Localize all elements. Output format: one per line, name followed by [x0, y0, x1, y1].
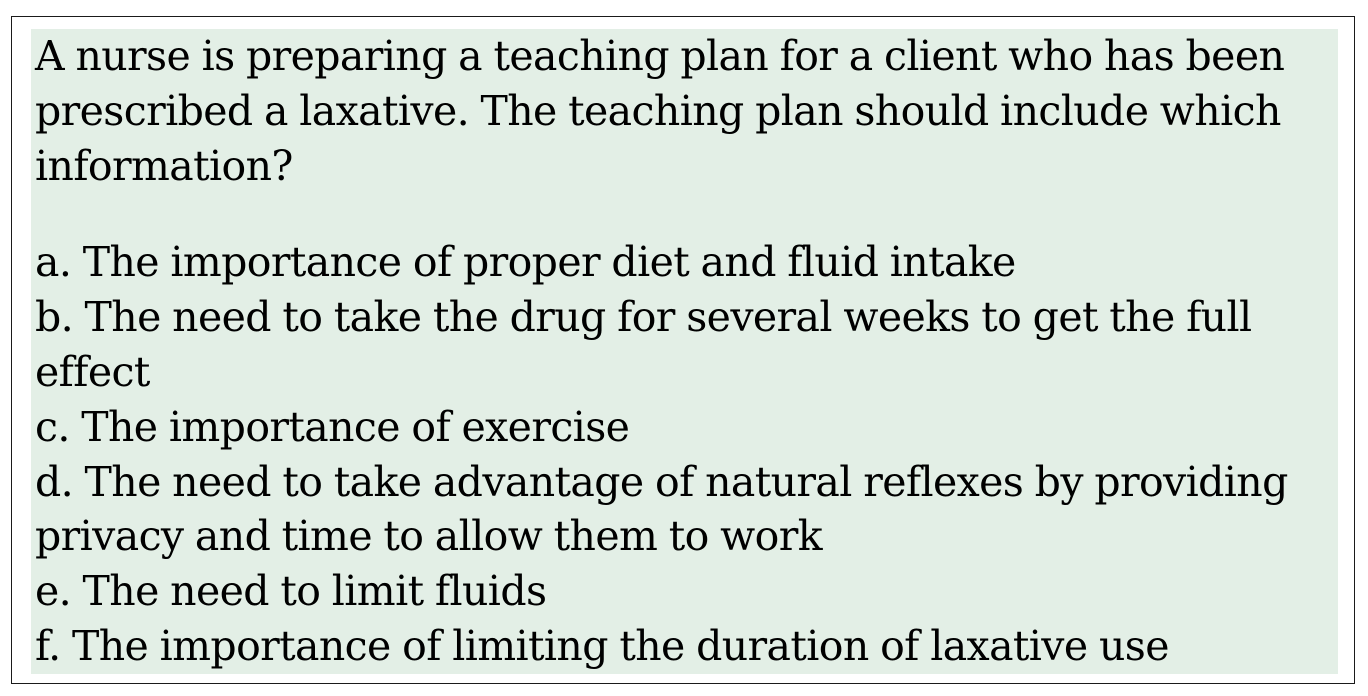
option-b: b. The need to take the drug for several…	[35, 290, 1335, 400]
option-line: d. The need to take advantage of natural…	[35, 455, 1335, 510]
question-line: A nurse is preparing a teaching plan for…	[35, 29, 1335, 84]
option-e: e. The need to limit fluids	[35, 564, 1335, 619]
option-line: a. The importance of proper diet and flu…	[35, 235, 1335, 290]
option-f: f. The importance of limiting the durati…	[35, 619, 1335, 674]
question-line: prescribed a laxative. The teaching plan…	[35, 84, 1335, 139]
option-a: a. The importance of proper diet and flu…	[35, 235, 1335, 290]
option-line: privacy and time to allow them to work	[35, 509, 1335, 564]
option-c: c. The importance of exercise	[35, 400, 1335, 455]
option-d: d. The need to take advantage of natural…	[35, 455, 1335, 565]
option-line: b. The need to take the drug for several…	[35, 290, 1335, 345]
option-list: a. The importance of proper diet and flu…	[35, 235, 1335, 673]
question-stem: A nurse is preparing a teaching plan for…	[35, 29, 1335, 193]
option-line: e. The need to limit fluids	[35, 564, 1335, 619]
spacer	[35, 193, 1335, 235]
question-line: information?	[35, 139, 1335, 194]
option-line: effect	[35, 345, 1335, 400]
option-line: f. The importance of limiting the durati…	[35, 619, 1335, 674]
question-box: A nurse is preparing a teaching plan for…	[11, 16, 1355, 684]
option-line: c. The importance of exercise	[35, 400, 1335, 455]
question-content: A nurse is preparing a teaching plan for…	[35, 29, 1335, 674]
